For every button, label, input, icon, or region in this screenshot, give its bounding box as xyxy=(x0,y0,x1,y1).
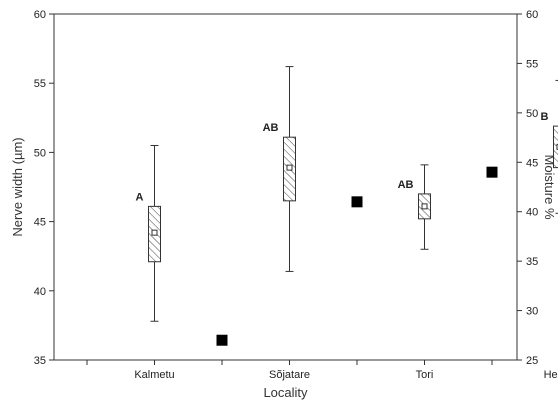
x-tick-label: Sõjatare xyxy=(269,369,310,381)
x-tick-label: Helme xyxy=(544,369,558,381)
box xyxy=(553,125,558,169)
mean-marker xyxy=(286,164,293,171)
group-letter: B xyxy=(541,111,549,123)
moisture-marker xyxy=(216,334,228,346)
moisture-marker xyxy=(486,166,498,178)
mean-marker xyxy=(421,203,428,210)
y-tick-label-left: 45 xyxy=(34,217,46,229)
x-axis-title: Locality xyxy=(263,385,308,400)
mean-marker xyxy=(151,229,158,236)
moisture-marker xyxy=(351,196,363,208)
y-tick-label-right: 45 xyxy=(526,157,538,169)
y-axis-title-left: Nerve width (µm) xyxy=(10,137,25,236)
group-letter: AB xyxy=(263,122,279,134)
y-tick-label-left: 55 xyxy=(34,78,46,90)
y-tick-label-left: 35 xyxy=(34,355,46,367)
y-tick-label-left: 40 xyxy=(34,286,46,298)
y-tick-label-right: 35 xyxy=(526,256,538,268)
y-tick-label-right: 50 xyxy=(526,108,538,120)
x-tick-label: Tori xyxy=(416,369,434,381)
y-tick-label-right: 55 xyxy=(526,58,538,70)
plot-marks: 35 40 45 50 55 60 25 30 35 40 45 50 55 60 Kalmetu Sõjat… xyxy=(34,9,558,381)
y-tick-label-right: 40 xyxy=(526,207,538,219)
group-letter: AB xyxy=(398,179,414,191)
y-tick-label-right: 60 xyxy=(526,9,538,21)
x-tick-label: Kalmetu xyxy=(134,369,174,381)
y-tick-label-left: 50 xyxy=(34,147,46,159)
y-axis-title-right: Moisture % xyxy=(542,154,557,219)
y-tick-label-right: 25 xyxy=(526,355,538,367)
plot-frame xyxy=(53,13,518,361)
group-letter: A xyxy=(136,191,144,203)
y-tick-label-left: 60 xyxy=(34,9,46,21)
y-tick-label-right: 30 xyxy=(526,306,538,318)
